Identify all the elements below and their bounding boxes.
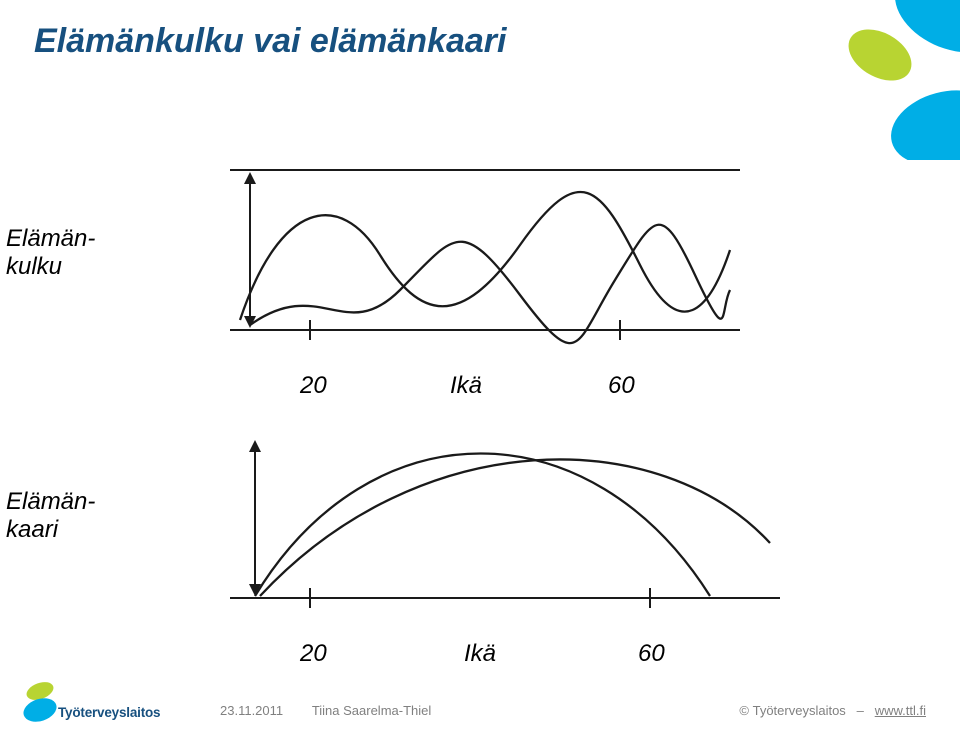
chart2-ylabel: Elämän- kaari (6, 488, 95, 543)
title-text: Elämänkulku vai elämänkaari (34, 22, 506, 60)
brand-shapes-top-icon (780, 0, 960, 160)
slide-title: Elämänkulku vai elämänkaari (34, 22, 506, 61)
chart2-ylabel-line1: Elämän- (6, 488, 95, 515)
footer-date: 23.11.2011 (220, 703, 283, 718)
chart1-ylabel-line2: kulku (6, 253, 62, 280)
chart1-xtick-20: 20 (300, 372, 327, 400)
chart2-ylabel-line2: kaari (6, 516, 58, 543)
footer-meta: 23.11.2011 Tiina Saarelma-Thiel (220, 703, 431, 718)
chart1-xtick-60: 60 (608, 372, 635, 400)
chart1-ylabel-line1: Elämän- (6, 225, 95, 252)
brand-logo-text: Työterveyslaitos (58, 705, 160, 720)
chart1-ylabel: Elämän- kulku (6, 225, 95, 280)
chart2-xtick-label: Ikä (464, 640, 496, 668)
chart1-xtick-label: Ikä (450, 372, 482, 400)
footer-org: Työterveyslaitos (753, 703, 846, 718)
brand-logo-icon (22, 682, 58, 728)
chart2-xtick-60: 60 (638, 640, 665, 668)
chart1-lifecourse (120, 160, 760, 370)
chart2-lifespan (120, 428, 800, 638)
footer-author: Tiina Saarelma-Thiel (312, 703, 431, 718)
footer-url: www.ttl.fi (875, 703, 926, 718)
footer-source: © Työterveyslaitos – www.ttl.fi (739, 703, 926, 718)
copyright-icon: © (739, 703, 752, 718)
chart2-xtick-20: 20 (300, 640, 327, 668)
logo-text-value: Työterveyslaitos (58, 705, 160, 720)
